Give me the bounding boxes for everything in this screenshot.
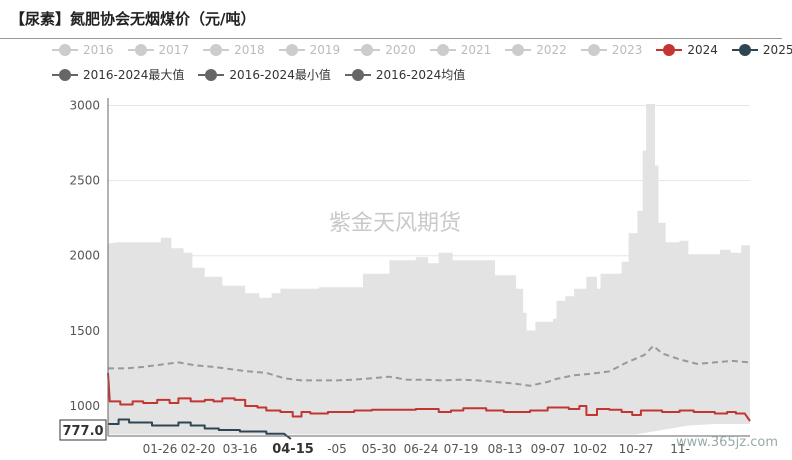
y-tick-label: 1500	[69, 324, 100, 338]
legend-circle-icon	[344, 68, 371, 81]
legend-circle-icon	[731, 44, 758, 56]
legend-label: 2016-2024最小值	[229, 68, 331, 82]
chart-title: 【尿素】氮肥协会无烟煤价（元/吨）	[10, 10, 256, 28]
legend-circle-icon	[127, 44, 154, 56]
year-legend-item-5[interactable]: 2021	[429, 43, 492, 57]
legend-circle-icon	[505, 44, 532, 56]
y-tick-label: 1000	[69, 399, 100, 413]
legend-circle-icon	[354, 44, 381, 56]
legend-label: 2017	[158, 43, 190, 57]
legend-circle-icon	[278, 44, 305, 56]
watermark-text: 紫金天风期货	[329, 211, 461, 236]
x-tick-label: 08-13	[488, 442, 523, 456]
x-tick-label: 10-27	[619, 442, 654, 456]
stat-legend-item-2[interactable]: 2016-2024均值	[344, 66, 466, 83]
legend-circle-icon	[203, 44, 230, 56]
year-legend-item-8[interactable]: 2024	[656, 43, 718, 57]
x-tick-label: 02-20	[181, 442, 216, 456]
legend-label: 2020	[385, 43, 416, 57]
series-line-1	[108, 418, 292, 440]
legend-circle-icon	[429, 44, 456, 56]
y-tick-label: 2000	[69, 249, 100, 263]
site-watermark: www.365jz.com	[676, 435, 778, 450]
legend-label: 2018	[234, 43, 265, 57]
legend-label: 2023	[611, 43, 643, 57]
legend-circle-icon	[52, 68, 78, 81]
legend-label: 2016-2024最大值	[83, 68, 185, 82]
x-tick-label: 01-26	[143, 442, 178, 456]
y-tick-label: 2500	[69, 174, 100, 188]
current-value-label: 777.0	[62, 424, 103, 439]
legend-label: 2022	[536, 43, 567, 57]
legend-label: 2019	[309, 43, 341, 57]
x-tick-label: -05	[327, 442, 347, 456]
year-legend-item-7[interactable]: 2023	[580, 43, 643, 57]
x-tick-label: 06-24	[404, 442, 439, 456]
legend-label: 2024	[687, 43, 718, 57]
legend-row-stats: 2016-2024最大值 2016-2024最小值 2016-2024均值	[52, 66, 479, 83]
x-tick-label: 10-02	[573, 442, 608, 456]
current-value-box	[59, 419, 107, 441]
year-legend-item-3[interactable]: 2019	[278, 43, 341, 57]
year-legend-item-6[interactable]: 2022	[505, 43, 567, 57]
legend-circle-icon	[198, 68, 225, 81]
x-tick-label: 11-	[670, 442, 690, 456]
x-tick-label: 05-30	[362, 442, 397, 456]
series-line-2	[108, 344, 751, 387]
x-tick-label: 03-16	[223, 442, 258, 456]
x-tick-label: 09-07	[531, 442, 566, 456]
year-legend-item-1[interactable]: 2017	[127, 43, 190, 57]
max-min-band	[108, 104, 750, 435]
legend-circle-icon	[580, 44, 607, 56]
x-tick-label: 07-19	[444, 442, 479, 456]
year-legend-item-9[interactable]: 2025	[731, 43, 792, 57]
legend-label: 2016	[83, 43, 114, 57]
legend-label: 2016-2024均值	[375, 68, 466, 82]
stat-legend-item-1[interactable]: 2016-2024最小值	[198, 66, 331, 83]
stat-legend-item-0[interactable]: 2016-2024最大值	[52, 66, 184, 83]
title-divider	[0, 38, 782, 39]
series-line-0	[107, 372, 751, 422]
year-legend-item-0[interactable]: 2016	[52, 43, 114, 57]
legend-row-years: 2016 2017 2018 2019 2020 2021 2022 2023 2024 2025	[52, 43, 792, 57]
legend-label: 2025	[762, 43, 792, 57]
legend-circle-icon	[52, 44, 78, 56]
legend-label: 2021	[460, 43, 492, 57]
year-legend-item-4[interactable]: 2020	[354, 43, 416, 57]
legend-circle-icon	[656, 44, 683, 56]
y-tick-label: 3000	[69, 99, 100, 113]
x-tick-label: 04-15	[272, 442, 314, 457]
year-legend-item-2[interactable]: 2018	[203, 43, 265, 57]
